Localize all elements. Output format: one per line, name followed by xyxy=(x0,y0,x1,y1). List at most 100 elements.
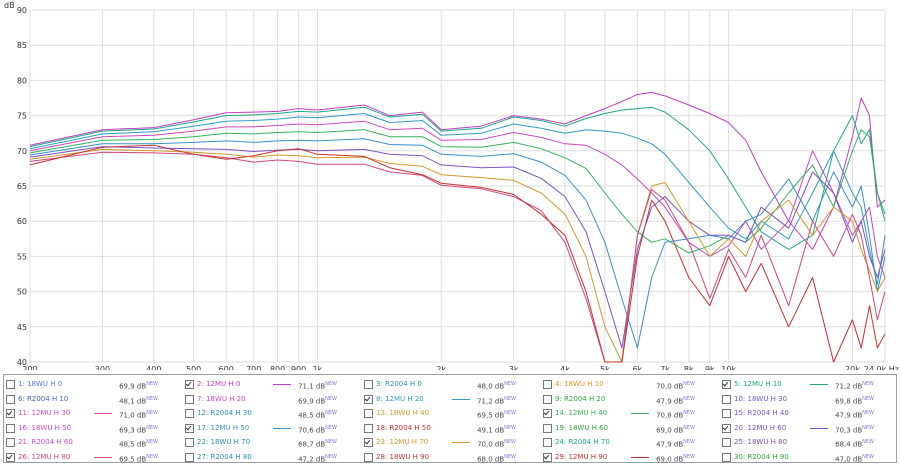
legend-value-text: 47,2 dB xyxy=(298,454,326,463)
legend-swatch xyxy=(631,413,649,414)
legend-entry[interactable]: 12: R2004 H 30 48,5 dBNEW xyxy=(183,406,362,420)
legend-new-badge: NEW xyxy=(146,453,158,460)
legend-row: 26: 12MU H 80 69,5 dBNEW 27: R2004 H 80 47,… xyxy=(4,448,896,466)
legend-value-text: 69,9 dB xyxy=(298,396,326,405)
legend-new-badge: NEW xyxy=(683,453,695,460)
legend-new-badge: NEW xyxy=(325,410,337,416)
legend-checkbox[interactable] xyxy=(185,394,194,404)
legend-checkbox[interactable] xyxy=(722,452,731,462)
legend-entry[interactable]: 24: R2004 H 70 47,9 dBNEW xyxy=(541,435,720,449)
legend-entry[interactable]: 3: R2004 H 0 48,0 dBNEW xyxy=(362,377,541,391)
legend-checkbox[interactable] xyxy=(364,452,373,462)
legend-checkbox[interactable] xyxy=(6,423,15,433)
legend-value-text: 68,4 dB xyxy=(835,440,863,449)
legend-checkbox[interactable] xyxy=(6,394,15,404)
legend-label: 2: 12MU H 0 xyxy=(197,380,241,388)
legend-entry[interactable]: 15: R2004 H 40 47,9 dBNEW xyxy=(720,406,899,420)
x-tick-label: 700 xyxy=(246,365,261,370)
legend-value-text: 69,9 dB xyxy=(119,382,147,391)
legend-checkbox[interactable] xyxy=(722,423,731,433)
legend-checkbox[interactable] xyxy=(364,394,373,404)
legend-entry[interactable]: 26: 12MU H 80 69,5 dBNEW xyxy=(4,450,183,464)
legend-entry[interactable]: 20: 12MU H 60 70,3 dBNEW xyxy=(720,421,899,435)
legend-row: 16: 18WU H 50 69,3 dBNEW 17: 12MU H 50 70,6… xyxy=(4,419,896,437)
legend-checkbox[interactable] xyxy=(185,409,194,418)
legend-label: 15: R2004 H 40 xyxy=(734,409,789,417)
legend-checkbox[interactable] xyxy=(543,438,552,447)
legend-new-badge: NEW xyxy=(862,381,874,387)
legend-swatch xyxy=(810,427,828,429)
legend-checkbox[interactable] xyxy=(6,380,15,389)
legend-row: 1: 18WU H 0 69,9 dBNEW 2: 12MU H 0 71,1 dBN… xyxy=(4,375,896,393)
legend-checkbox[interactable] xyxy=(6,409,15,418)
legend-new-badge: NEW xyxy=(862,410,874,416)
legend-checkbox[interactable] xyxy=(6,438,15,447)
legend-checkbox[interactable] xyxy=(185,380,194,389)
legend-checkbox[interactable] xyxy=(364,409,373,418)
legend-checkbox[interactable] xyxy=(6,452,15,462)
legend-swatch xyxy=(94,456,112,458)
legend-entry[interactable]: 9: R2004 H 20 47,9 dBNEW xyxy=(541,392,720,406)
legend-value: 47,0 dBNEW xyxy=(830,450,874,466)
legend-checkbox[interactable] xyxy=(185,438,194,447)
legend-new-badge: NEW xyxy=(862,395,874,402)
legend-label: 29: 12MU H 90 xyxy=(555,452,608,461)
legend-value-text: 70,0 dB xyxy=(656,382,684,391)
y-tick-label: 75 xyxy=(17,112,27,121)
legend-swatch xyxy=(452,413,470,414)
legend-checkbox[interactable] xyxy=(185,452,194,462)
legend-entry[interactable]: 11: 12MU H 30 71,0 dBNEW xyxy=(4,406,183,420)
legend-entry[interactable]: 6: R2004 H 10 48,1 dBNEW xyxy=(4,392,183,406)
legend-entry[interactable]: 5: 12MU H 10 71,2 dBNEW xyxy=(720,377,899,391)
legend-value-text: 68,7 dB xyxy=(298,440,326,449)
legend-entry[interactable]: 27: R2004 H 80 47,2 dBNEW xyxy=(183,450,362,464)
legend-swatch xyxy=(273,413,291,414)
legend-entry[interactable]: 10: 18WU H 30 69,8 dBNEW xyxy=(720,392,899,406)
legend-label: 9: R2004 H 20 xyxy=(555,394,606,403)
legend-entry[interactable]: 23: 12MU H 70 70,0 dBNEW xyxy=(362,435,541,449)
legend-value-text: 68,0 dB xyxy=(477,454,505,463)
legend-entry[interactable]: 18: R2004 H 50 49,1 dBNEW xyxy=(362,421,541,435)
legend-entry[interactable]: 29: 12MU H 90 69,0 dBNEW xyxy=(541,450,720,464)
legend-entry[interactable]: 19: 18WU H 60 69,0 dBNEW xyxy=(541,421,720,435)
x-tick-label: 7k xyxy=(660,365,670,370)
legend-checkbox[interactable] xyxy=(364,423,373,433)
legend-entry[interactable]: 2: 12MU H 0 71,1 dBNEW xyxy=(183,377,362,391)
legend-checkbox[interactable] xyxy=(364,438,373,447)
legend-entry[interactable]: 8: 12MU H 20 71,2 dBNEW xyxy=(362,392,541,406)
legend-checkbox[interactable] xyxy=(722,380,731,389)
legend-entry[interactable]: 1: 18WU H 0 69,9 dBNEW xyxy=(4,377,183,391)
legend-checkbox[interactable] xyxy=(722,394,731,404)
legend-new-badge: NEW xyxy=(146,381,158,387)
legend-entry[interactable]: 13: 18WU H 40 69,5 dBNEW xyxy=(362,406,541,420)
legend-entry[interactable]: 30: R2004 H 90 47,0 dBNEW xyxy=(720,450,899,464)
legend-entry[interactable]: 25: 18WU H 80 68,4 dBNEW xyxy=(720,435,899,449)
legend-checkbox[interactable] xyxy=(364,380,373,389)
legend-checkbox[interactable] xyxy=(722,409,731,418)
grid-lines xyxy=(29,9,886,363)
legend-value: 70,3 dBNEW xyxy=(830,421,874,437)
legend-checkbox[interactable] xyxy=(722,438,731,447)
legend-label: 6: R2004 H 10 xyxy=(18,394,69,403)
y-tick-label: 85 xyxy=(17,41,27,50)
legend-checkbox[interactable] xyxy=(543,380,552,389)
legend-checkbox[interactable] xyxy=(543,423,552,433)
legend-new-badge: NEW xyxy=(504,453,516,460)
legend-value: 47,9 dBNEW xyxy=(830,406,874,422)
legend-entry[interactable]: 22: 18WU H 70 68,7 dBNEW xyxy=(183,435,362,449)
legend-entry[interactable]: 14: 12MU H 40 70,8 dBNEW xyxy=(541,406,720,420)
legend-checkbox[interactable] xyxy=(543,394,552,404)
series-line xyxy=(29,129,886,254)
legend-entry[interactable]: 4: 18WU H 10 70,0 dBNEW xyxy=(541,377,720,391)
legend-entry[interactable]: 28: 18WU H 90 68,0 dBNEW xyxy=(362,450,541,464)
legend-checkbox[interactable] xyxy=(543,452,552,462)
legend-value-text: 70,8 dB xyxy=(656,411,684,420)
legend-entry[interactable]: 16: 18WU H 50 69,3 dBNEW xyxy=(4,421,183,435)
legend-new-badge: NEW xyxy=(683,439,695,445)
legend-entry[interactable]: 17: 12MU H 50 70,6 dBNEW xyxy=(183,421,362,435)
legend-entry[interactable]: 21: R2004 H 60 48,5 dBNEW xyxy=(4,435,183,449)
legend-entry[interactable]: 7: 18WU H 20 69,9 dBNEW xyxy=(183,392,362,406)
legend-label: 13: 18WU H 40 xyxy=(376,409,430,417)
legend-checkbox[interactable] xyxy=(543,409,552,418)
legend-checkbox[interactable] xyxy=(185,423,194,433)
